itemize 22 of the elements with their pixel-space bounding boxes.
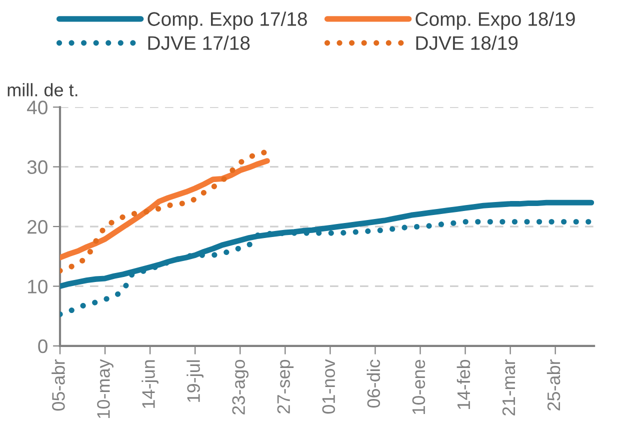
y-tick-label: 40 bbox=[27, 100, 48, 114]
legend-label: Comp. Expo 17/18 bbox=[148, 12, 307, 30]
x-tick-label: 10-ene bbox=[412, 360, 426, 414]
x-tick-label: 25-abr bbox=[546, 359, 560, 410]
x-tick-label: 19-jul bbox=[186, 360, 204, 402]
y-tick-label: 10 bbox=[28, 280, 48, 294]
legend-label: DJVE 17/18 bbox=[148, 36, 250, 50]
y-axis-title: mill. de t. bbox=[8, 83, 78, 96]
x-tick-label: 27-sep bbox=[277, 360, 294, 414]
x-tick-label: 14-feb bbox=[456, 360, 470, 409]
x-tick-label: 06-dic bbox=[366, 360, 380, 408]
y-tick-label: 30 bbox=[27, 160, 48, 174]
x-tick-label: 14-jun bbox=[142, 360, 158, 408]
legend-label: DJVE 18/19 bbox=[416, 36, 518, 50]
x-tick-label: 10-may bbox=[97, 359, 114, 418]
x-tick-label: 05-abr bbox=[52, 359, 65, 411]
y-tick-label: 20 bbox=[28, 220, 48, 234]
x-tick-label: 23-ago bbox=[232, 360, 249, 414]
legend-label: Comp. Expo 18/19 bbox=[416, 12, 575, 30]
x-tick-label: 01-nov bbox=[322, 359, 336, 414]
y-tick-label: 0 bbox=[38, 339, 48, 354]
x-tick-label: 21-mar bbox=[502, 359, 516, 416]
